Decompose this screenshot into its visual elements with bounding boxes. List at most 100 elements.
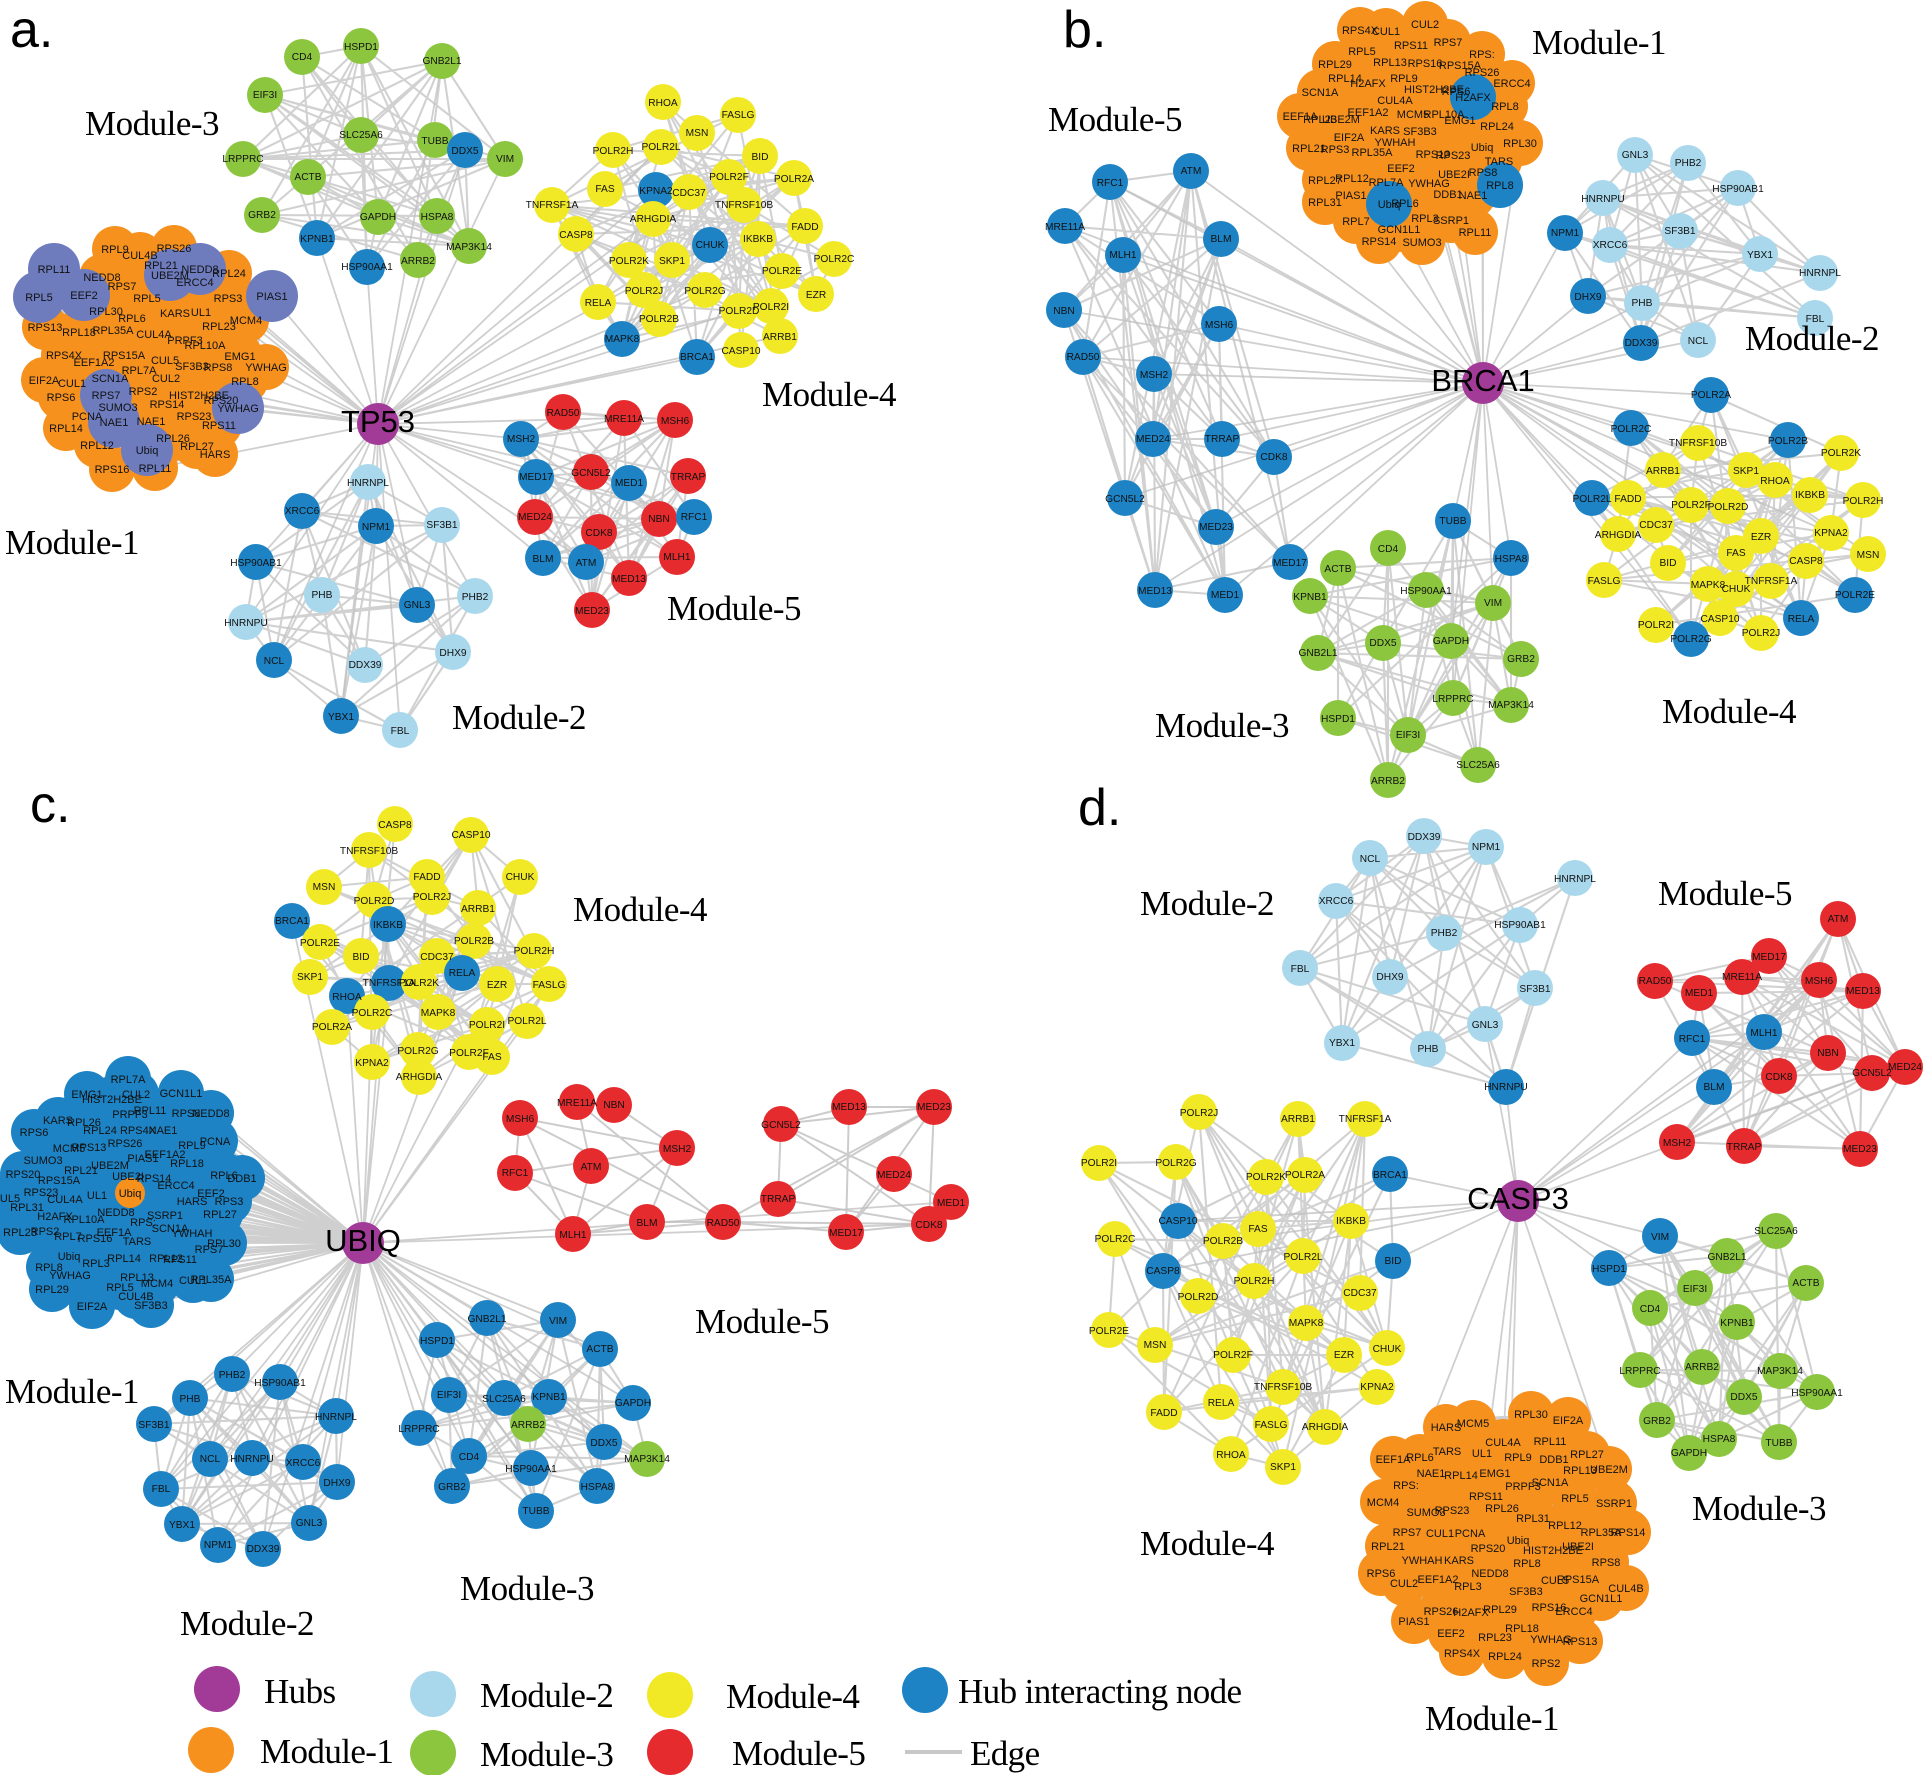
svg-text:SKP1: SKP1: [1270, 1462, 1296, 1473]
svg-text:SKP1: SKP1: [659, 256, 685, 267]
svg-text:Hubs: Hubs: [264, 1672, 336, 1711]
svg-text:TARS: TARS: [1433, 1446, 1462, 1458]
svg-text:NEDD8: NEDD8: [97, 1207, 134, 1219]
svg-text:POLR2D: POLR2D: [719, 306, 760, 317]
svg-text:POLR2K: POLR2K: [1246, 1172, 1286, 1183]
svg-text:RPL10A: RPL10A: [1424, 109, 1466, 121]
svg-text:CD4: CD4: [1378, 544, 1399, 555]
svg-text:RAD50: RAD50: [547, 408, 580, 419]
svg-text:Module-5: Module-5: [732, 1734, 865, 1773]
svg-text:CUL5: CUL5: [151, 355, 179, 367]
svg-text:EIF3I: EIF3I: [253, 90, 277, 101]
svg-text:MSN: MSN: [1857, 550, 1880, 561]
svg-text:RPL23: RPL23: [1303, 114, 1337, 126]
svg-text:RPL7: RPL7: [1342, 216, 1370, 228]
svg-text:RPS3: RPS3: [215, 1196, 244, 1208]
svg-text:POLR2G: POLR2G: [1155, 1158, 1196, 1169]
svg-text:Module-4: Module-4: [1662, 692, 1796, 731]
svg-text:ARRB2: ARRB2: [1371, 776, 1405, 787]
svg-text:POLR2H: POLR2H: [1234, 1276, 1275, 1287]
svg-text:RPS:: RPS:: [130, 1217, 156, 1229]
svg-text:Module-2: Module-2: [1140, 884, 1274, 923]
svg-text:DDX5: DDX5: [1369, 638, 1397, 649]
svg-text:Module-5: Module-5: [667, 589, 801, 628]
svg-text:UBE2I: UBE2I: [1562, 1541, 1594, 1553]
svg-text:RPS6: RPS6: [1442, 86, 1471, 98]
svg-text:MSH2: MSH2: [1663, 1138, 1692, 1149]
svg-text:POLR2L: POLR2L: [1283, 1252, 1322, 1263]
svg-text:CASP8: CASP8: [378, 820, 412, 831]
svg-text:ATM: ATM: [581, 1162, 602, 1173]
svg-text:POLR2K: POLR2K: [399, 978, 439, 989]
svg-text:CD4: CD4: [1640, 1304, 1661, 1315]
svg-text:RPL24: RPL24: [212, 268, 246, 280]
svg-text:SUMO3: SUMO3: [23, 1155, 62, 1167]
svg-text:IKBKB: IKBKB: [1795, 490, 1825, 501]
svg-text:RPL31: RPL31: [10, 1202, 44, 1214]
svg-text:RPL31: RPL31: [1308, 197, 1342, 209]
svg-text:Module-5: Module-5: [695, 1302, 829, 1341]
svg-text:TNFRSF1A: TNFRSF1A: [363, 978, 416, 989]
svg-text:PIAS1: PIAS1: [127, 1153, 158, 1165]
svg-text:RPS14: RPS14: [137, 1173, 172, 1185]
svg-text:PIAS1: PIAS1: [1398, 1616, 1429, 1628]
svg-text:RPS16: RPS16: [1532, 1602, 1567, 1614]
svg-text:SF3B3: SF3B3: [1403, 126, 1437, 138]
svg-text:MCM5: MCM5: [1457, 1418, 1489, 1430]
svg-text:CUL4B: CUL4B: [1608, 1583, 1643, 1595]
svg-text:TRRAP: TRRAP: [671, 472, 706, 483]
svg-text:DHX9: DHX9: [1376, 972, 1404, 983]
svg-text:POLR2A: POLR2A: [312, 1022, 352, 1033]
svg-text:Module-3: Module-3: [460, 1569, 594, 1608]
svg-text:HNRNPU: HNRNPU: [230, 1454, 274, 1465]
svg-text:RPS4X: RPS4X: [1444, 1648, 1481, 1660]
svg-text:RPL6: RPL6: [118, 313, 146, 325]
svg-text:MAP3K14: MAP3K14: [446, 242, 492, 253]
svg-text:PHB: PHB: [1418, 1044, 1439, 1055]
svg-text:RPL30: RPL30: [1514, 1409, 1548, 1421]
svg-text:RPS11: RPS11: [163, 1254, 197, 1266]
svg-text:HSP90AA1: HSP90AA1: [1791, 1388, 1843, 1399]
svg-text:NPM1: NPM1: [204, 1540, 233, 1551]
svg-text:DHX9: DHX9: [323, 1478, 351, 1489]
svg-text:SKP1: SKP1: [297, 972, 323, 983]
svg-text:POLR2F: POLR2F: [1213, 1350, 1253, 1361]
svg-text:RPL3: RPL3: [1454, 1581, 1482, 1593]
svg-text:MSH6: MSH6: [506, 1114, 535, 1125]
svg-text:KPNA2: KPNA2: [639, 186, 673, 197]
svg-text:HSP90AB1: HSP90AB1: [1712, 184, 1764, 195]
svg-text:CUL4A: CUL4A: [136, 329, 172, 341]
svg-text:RPL21: RPL21: [64, 1165, 98, 1177]
svg-text:MCM4: MCM4: [1367, 1497, 1399, 1509]
svg-text:MED23: MED23: [1843, 1144, 1877, 1155]
svg-text:YBX1: YBX1: [1747, 250, 1773, 261]
svg-text:KPNB1: KPNB1: [532, 1392, 566, 1403]
svg-text:CASP8: CASP8: [1789, 556, 1823, 567]
svg-text:POLR2C: POLR2C: [1095, 1234, 1136, 1245]
svg-text:H2AFX: H2AFX: [1350, 78, 1386, 90]
svg-text:YWHAG: YWHAG: [49, 1270, 91, 1282]
svg-text:RPL13: RPL13: [1373, 57, 1407, 69]
svg-text:POLR2G: POLR2G: [1670, 634, 1711, 645]
svg-text:GNL3: GNL3: [1622, 150, 1649, 161]
svg-text:DDB1: DDB1: [227, 1173, 256, 1185]
svg-text:MLH1: MLH1: [1109, 250, 1137, 261]
svg-text:RPS15A: RPS15A: [103, 350, 146, 362]
svg-text:H2AFX: H2AFX: [1453, 1607, 1489, 1619]
svg-text:Module-2: Module-2: [1745, 319, 1879, 358]
svg-text:EZR: EZR: [806, 290, 826, 301]
svg-text:EEF2: EEF2: [197, 1188, 225, 1200]
svg-text:CUL4A: CUL4A: [1377, 95, 1413, 107]
svg-text:RELA: RELA: [585, 298, 612, 309]
svg-text:DHX9: DHX9: [1574, 292, 1602, 303]
svg-text:GAPDH: GAPDH: [1433, 636, 1469, 647]
svg-text:ARRB1: ARRB1: [1646, 466, 1680, 477]
svg-text:SLC25A6: SLC25A6: [1754, 1226, 1798, 1237]
svg-text:GAPDH: GAPDH: [1671, 1448, 1707, 1459]
svg-text:RPL23: RPL23: [1478, 1632, 1512, 1644]
svg-text:FASLG: FASLG: [1588, 576, 1621, 587]
svg-text:FADD: FADD: [413, 872, 440, 883]
svg-text:DDX39: DDX39: [247, 1544, 280, 1555]
svg-text:HSP90AB1: HSP90AB1: [230, 558, 282, 569]
svg-text:Module-1: Module-1: [1532, 23, 1666, 62]
